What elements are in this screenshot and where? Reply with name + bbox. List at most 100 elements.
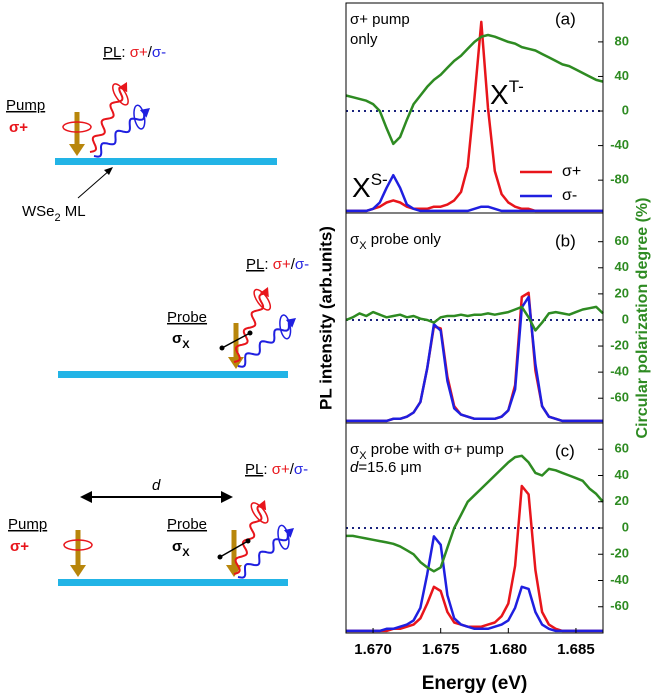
pl-minus: σ- [294,461,308,478]
y2-tick-label: -80 [610,172,629,187]
distance-head [221,491,233,503]
linear-polarization-end [245,538,251,544]
pl-plus: σ+ [130,44,148,61]
material-text: WSe [22,203,55,220]
peak-main: X [352,172,371,203]
panel-title: only [350,31,378,48]
ml-layer [58,579,288,586]
x-tick-label: 1.670 [354,641,392,658]
probe-label: Probe [167,516,207,533]
series-line [345,33,604,146]
series-line [346,484,603,633]
pl-sep: : [264,256,272,273]
pl-polarization [279,314,292,340]
y2-tick-label: 40 [615,68,629,83]
title-main: σ [350,231,360,248]
pl-label: PL: σ+/σ- [245,461,308,478]
title-sub: X [359,240,367,252]
legend-label: σ- [562,187,577,204]
excitation-arrowhead [70,565,86,577]
title-sub: X [359,450,367,462]
series-line [346,291,603,423]
ml-layer [58,371,288,378]
linear-polarization-end [247,330,253,336]
series-line [345,305,604,332]
series-line [346,173,603,213]
probe-sigma-main: σ [172,330,182,347]
legend-label: σ+ [562,163,581,180]
y2-tick-label: 80 [615,33,629,48]
x-tick-label: 1.685 [557,641,595,658]
y2-tick-label: 0 [622,311,629,326]
pl-polarization [277,524,290,550]
x-tick-label: 1.675 [422,641,460,658]
material-sub: 2 [55,212,61,224]
y2-tick-label: 60 [615,233,629,248]
y2-tick-label: -40 [610,572,629,587]
pl-polarization [133,104,146,130]
pl-minus: σ- [295,256,309,273]
y2-tick-label: -40 [610,137,629,152]
panel-note: d=15.6 μm [350,459,422,476]
circular-polarization [63,539,93,551]
probe-sigma-sub: X [182,547,190,559]
pl-polarization [112,83,129,106]
y2-tick-label: -60 [610,598,629,613]
probe-sigma-sub: X [182,339,190,351]
linear-polarization-end [217,554,223,560]
peak-label: XT- [490,77,524,110]
pl-sep: : [121,44,129,61]
pl-minus: σ- [152,44,166,61]
probe-sigma: σX [172,330,190,351]
pl-wave-head [118,82,128,93]
material-rest: ML [61,203,86,220]
note-rest: =15.6 μm [358,459,421,476]
probe-sigma: σX [172,538,190,559]
linear-polarization [221,332,251,349]
y2-tick-label: -40 [610,364,629,379]
y2-tick-label: 0 [622,102,629,117]
y2-tick-label: 20 [615,285,629,300]
pointer-head [104,167,113,175]
y2-tick-label: -20 [610,337,629,352]
title-main: σ [350,441,360,458]
peak-sup: T- [509,77,524,96]
pl-wave-head [259,287,269,298]
title-rest: probe only [367,231,442,248]
pump-label: Pump [6,97,45,114]
y-axis-label: PL intensity (arb.units) [316,226,335,410]
panel-label: (a) [555,9,576,28]
peak-sup: S- [371,170,388,189]
circular-polarization [62,121,92,133]
pl-sep: : [263,461,271,478]
pl-label: PL: σ+/σ- [246,256,309,273]
pl-wave-head [256,500,267,511]
panel-label: (c) [555,441,575,460]
y2-tick-label: 60 [615,441,629,456]
pl-text: PL [103,44,121,61]
y2-tick-label: 40 [615,467,629,482]
pl-text: PL [245,461,263,478]
linear-polarization-end [219,345,225,351]
y2-tick-label: 20 [615,493,629,508]
pl-polarization [250,502,269,524]
linear-polarization [219,540,249,558]
panel-title: σ+ pump [350,11,410,28]
pl-plus: σ+ [273,256,291,273]
pl-text: PL [246,256,264,273]
peak-label: XS- [352,170,388,203]
y2-tick-label: -60 [610,390,629,405]
x-tick-label: 1.680 [490,641,528,658]
panel-label: (b) [555,231,576,250]
series-line [346,454,604,573]
pl-plus: σ+ [272,461,290,478]
title-rest: probe with σ+ pump [367,441,504,458]
pump-sigma: σ+ [9,119,28,136]
pl-slash: / [148,44,153,61]
series-line [346,295,603,423]
distance-head [80,491,92,503]
y2-tick-label: -20 [610,546,629,561]
material-label: WSe2 ML [22,203,86,224]
note-italic: d [350,459,359,476]
